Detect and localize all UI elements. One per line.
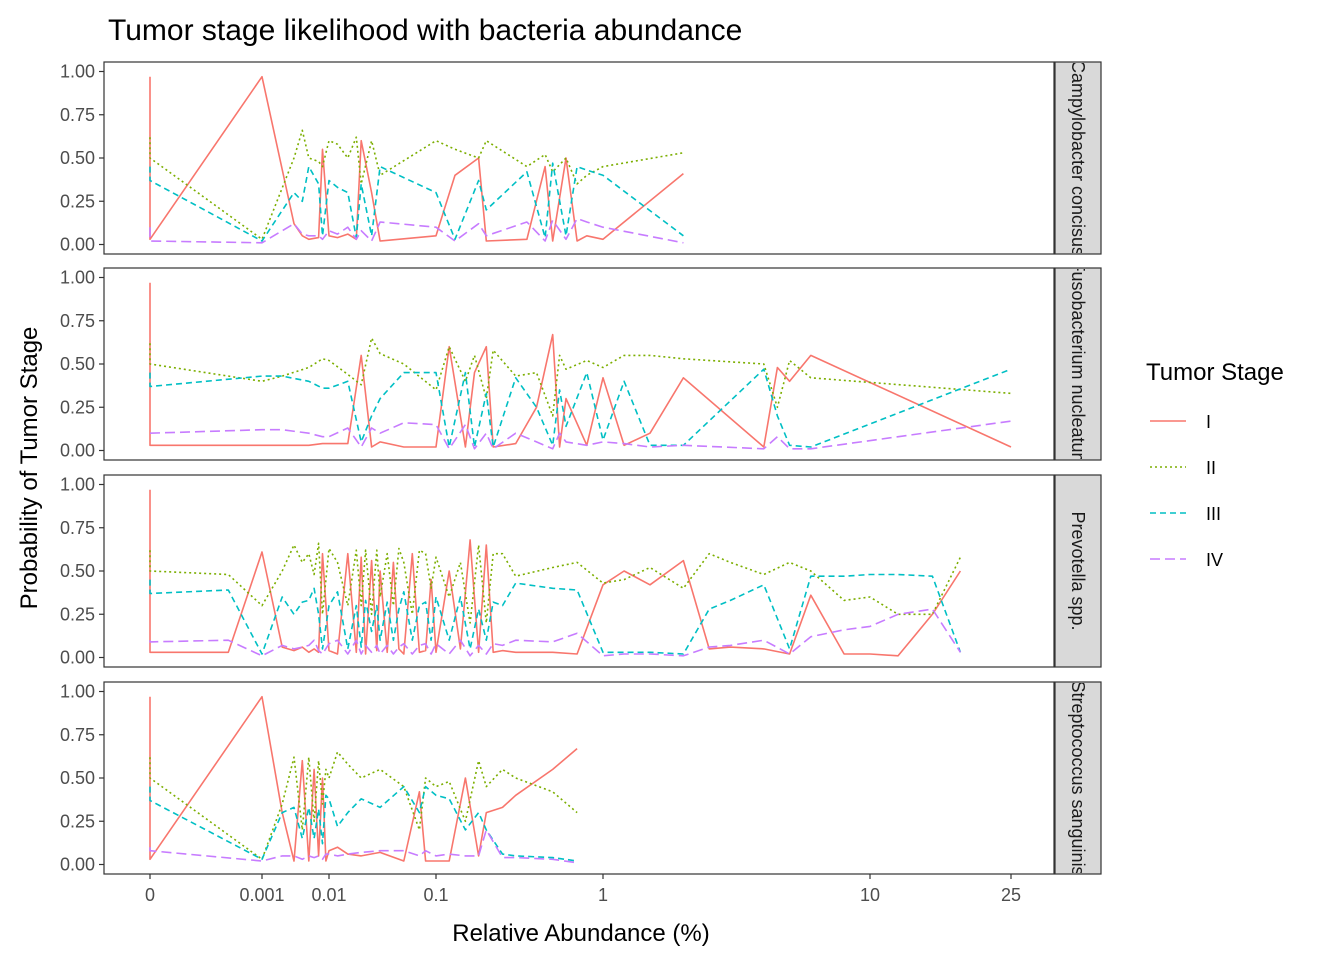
- facet-strip: [1054, 474, 1102, 668]
- legend-label-III: III: [1206, 504, 1221, 524]
- series-line-I: [149, 282, 1012, 448]
- facet-panel: 0.00 0.25 0.50 0.75 1.00 Campylobacter concis…: [60, 60, 1102, 256]
- x-axis-title: Relative Abundance (%): [452, 920, 709, 947]
- series-line-II: [149, 751, 578, 861]
- x-axis: 0 0.001 0.01 0.1 1 10 25: [145, 874, 1021, 905]
- y-tick-label: 1.00: [60, 62, 95, 82]
- series-line-III: [149, 785, 578, 862]
- facet-strip-label: Campylobacter concisus: [1068, 60, 1088, 256]
- y-tick-label: 0.50: [60, 561, 95, 581]
- facet-strip-label: Streptococcus sanguinis: [1068, 680, 1088, 875]
- panel-border: [103, 61, 1055, 255]
- y-tick-label: 0.00: [60, 441, 95, 461]
- y-tick-label: 0.00: [60, 235, 95, 255]
- series-line-II: [149, 337, 1012, 417]
- series-line-III: [149, 573, 962, 655]
- y-tick-label: 0.25: [60, 397, 95, 417]
- y-tick-label: 1.00: [60, 475, 95, 495]
- facet-strip: [1054, 267, 1102, 461]
- x-tick-label: 10: [860, 885, 880, 905]
- series-line-II: [149, 129, 684, 241]
- y-tick-label: 0.50: [60, 768, 95, 788]
- x-tick-label: 0: [145, 885, 155, 905]
- series-line-IV: [149, 420, 1012, 450]
- series-line-III: [149, 162, 684, 242]
- facet-panels: 0.00 0.25 0.50 0.75 1.00 Campylobacter concis…: [60, 60, 1102, 875]
- series-line-IV: [149, 608, 962, 657]
- legend-label-IV: IV: [1206, 550, 1223, 570]
- legend-label-I: I: [1206, 412, 1211, 432]
- facet-panel: 0.00 0.25 0.50 0.75 1.00 Fusobacterium nuclea…: [60, 260, 1102, 467]
- y-tick-label: 0.00: [60, 648, 95, 668]
- facet-panel: 0.00 0.25 0.50 0.75 1.00 Streptococcus sangui…: [60, 680, 1102, 875]
- y-tick-label: 0.25: [60, 811, 95, 831]
- series-line-III: [149, 368, 1012, 448]
- panel-border: [103, 681, 1055, 875]
- x-tick-label: 0.1: [423, 885, 448, 905]
- y-tick-label: 0.50: [60, 354, 95, 374]
- series-line-II: [149, 542, 962, 624]
- y-tick-label: 0.75: [60, 105, 95, 125]
- y-tick-label: 1.00: [60, 268, 95, 288]
- facet-panel: 0.00 0.25 0.50 0.75 1.00 Prevotella spp.: [60, 474, 1102, 668]
- x-tick-label: 0.01: [311, 885, 346, 905]
- facet-strip: [1054, 681, 1102, 875]
- y-tick-label: 0.75: [60, 725, 95, 745]
- legend-title: Tumor Stage: [1146, 359, 1284, 386]
- panel-border: [103, 474, 1055, 668]
- series-line-IV: [149, 829, 578, 864]
- facet-strip: [1054, 61, 1102, 255]
- series-line-I: [149, 75, 684, 242]
- y-tick-label: 0.00: [60, 855, 95, 875]
- y-tick-label: 1.00: [60, 682, 95, 702]
- series-line-I: [149, 489, 962, 657]
- facet-strip-label: Prevotella spp.: [1068, 511, 1088, 630]
- facet-strip-label: Fusobacterium nucleatum: [1068, 260, 1088, 467]
- x-tick-label: 25: [1001, 885, 1021, 905]
- y-tick-label: 0.75: [60, 311, 95, 331]
- y-tick-label: 0.50: [60, 148, 95, 168]
- y-tick-label: 0.75: [60, 518, 95, 538]
- y-tick-label: 0.25: [60, 604, 95, 624]
- chart-title: Tumor stage likelihood with bacteria abu…: [108, 14, 742, 47]
- x-tick-label: 0.001: [239, 885, 284, 905]
- y-tick-label: 0.25: [60, 191, 95, 211]
- legend-label-II: II: [1206, 458, 1216, 478]
- series-line-I: [149, 695, 578, 862]
- x-tick-label: 1: [598, 885, 608, 905]
- y-axis-title: Probability of Tumor Stage: [16, 327, 43, 610]
